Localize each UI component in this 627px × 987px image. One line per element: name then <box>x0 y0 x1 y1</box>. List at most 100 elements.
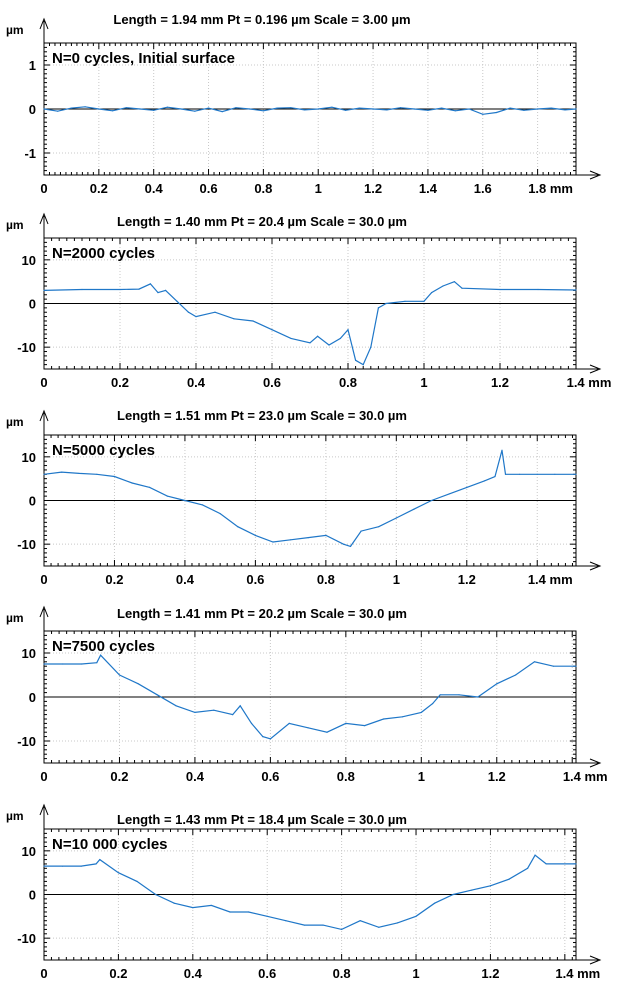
profile-point <box>448 493 450 495</box>
profile-point <box>362 364 364 366</box>
x-tick-label: 1 <box>412 966 419 981</box>
profile-point <box>207 107 210 109</box>
profile-point <box>536 473 538 475</box>
y-axis-arrow <box>39 409 49 422</box>
profile-point <box>210 904 213 907</box>
profile-point <box>442 285 444 287</box>
profile-point <box>427 109 429 111</box>
y-tick-label: 10 <box>22 253 36 268</box>
profile-point <box>239 705 241 707</box>
x-tick-label: 0.6 <box>258 966 276 981</box>
profile-point <box>99 858 101 861</box>
profile-point <box>195 316 197 318</box>
y-tick-label: -10 <box>17 931 36 946</box>
profile-point <box>396 922 399 924</box>
x-tick-label: 1 <box>420 375 427 390</box>
profile-point <box>401 716 404 718</box>
profile-point <box>325 534 327 537</box>
profile-point <box>385 302 387 305</box>
profile-point <box>430 499 433 502</box>
profile-point <box>43 473 45 475</box>
profile-point <box>249 108 251 110</box>
profile-point <box>138 288 140 290</box>
profile-point <box>317 335 319 337</box>
panel-annotation: N=10 000 cycles <box>52 836 168 853</box>
x-tick-label: 0.6 <box>261 769 279 784</box>
profile-point <box>358 107 360 109</box>
profile-point <box>345 109 347 111</box>
x-tick-label: 1.4 mm <box>567 375 612 390</box>
panel-annotation: N=2000 cycles <box>52 245 155 262</box>
profile-point <box>501 449 503 451</box>
profile-point <box>155 893 157 896</box>
profile-point <box>509 107 511 109</box>
x-tick-label: 0.8 <box>339 375 357 390</box>
profile-point <box>468 108 470 110</box>
profile-point <box>194 711 196 714</box>
profile-point <box>439 694 441 696</box>
chart-title: Length = 1.51 mm Pt = 23.0 µm Scale = 30… <box>117 408 407 423</box>
x-tick-label: 1 <box>418 769 425 784</box>
profile-line <box>43 106 577 115</box>
profile-point <box>504 473 507 475</box>
x-tick-label: 0.4 <box>184 966 203 981</box>
profile-point <box>173 902 175 904</box>
profile-point <box>166 495 168 497</box>
profile-point <box>515 674 517 676</box>
profile-point <box>43 108 45 110</box>
profile-point <box>441 107 443 109</box>
profile-point <box>415 915 417 917</box>
profile-point <box>187 311 189 313</box>
profile-point <box>285 920 287 922</box>
profile-point <box>519 473 521 475</box>
chart-title: Length = 1.43 mm Pt = 18.4 µm Scale = 30… <box>117 812 407 827</box>
x-tick-label: 0.2 <box>110 769 128 784</box>
x-tick-label: 0 <box>40 572 47 587</box>
chart-panel-3: Length = 1.41 mm Pt = 20.2 µm Scale = 30… <box>6 605 608 784</box>
profile-point <box>43 865 45 867</box>
profile-point <box>201 504 204 506</box>
y-axis-unit: µm <box>6 611 24 625</box>
profile-point <box>377 307 379 309</box>
profile-point <box>550 107 552 109</box>
profile-point <box>175 705 177 707</box>
profile-point <box>157 291 159 294</box>
chart-panel-1: Length = 1.40 mm Pt = 20.4 µm Scale = 30… <box>6 212 612 390</box>
profile-point <box>399 107 402 109</box>
x-tick-label: 0.2 <box>111 375 129 390</box>
y-tick-label: -1 <box>24 146 36 161</box>
y-axis-unit: µm <box>6 23 24 37</box>
profile-point <box>303 924 306 926</box>
profile-point <box>454 110 456 112</box>
y-axis-arrow <box>39 803 49 816</box>
profile-point <box>494 475 496 478</box>
profile-point <box>341 928 343 931</box>
profile-point <box>537 288 539 291</box>
panel-annotation: N=5000 cycles <box>52 442 155 459</box>
x-tick-label: 1.4 mm <box>528 572 573 587</box>
profile-point <box>496 683 498 685</box>
profile-point <box>370 346 372 348</box>
profile-point <box>192 907 194 909</box>
profile-point <box>331 106 333 108</box>
profile-point <box>413 108 415 110</box>
profile-point <box>471 889 473 891</box>
profile-point <box>534 854 536 856</box>
profile-point <box>499 288 501 291</box>
x-axis-arrow <box>589 955 602 965</box>
profile-point <box>432 703 434 705</box>
x-tick-label: 0.6 <box>199 181 217 196</box>
profile-point <box>575 108 577 110</box>
x-tick-label: 0.8 <box>317 572 335 587</box>
profile-point <box>237 526 239 528</box>
x-axis-arrow <box>589 364 602 374</box>
profile-point <box>483 480 485 482</box>
profile-point <box>232 714 234 716</box>
profile-point <box>276 107 278 109</box>
profile-point <box>70 107 73 109</box>
profile-point <box>153 109 155 111</box>
panel-annotation: N=0 cycles, Initial surface <box>52 50 235 67</box>
profile-point <box>252 320 254 322</box>
x-tick-label: 0.8 <box>254 181 272 196</box>
